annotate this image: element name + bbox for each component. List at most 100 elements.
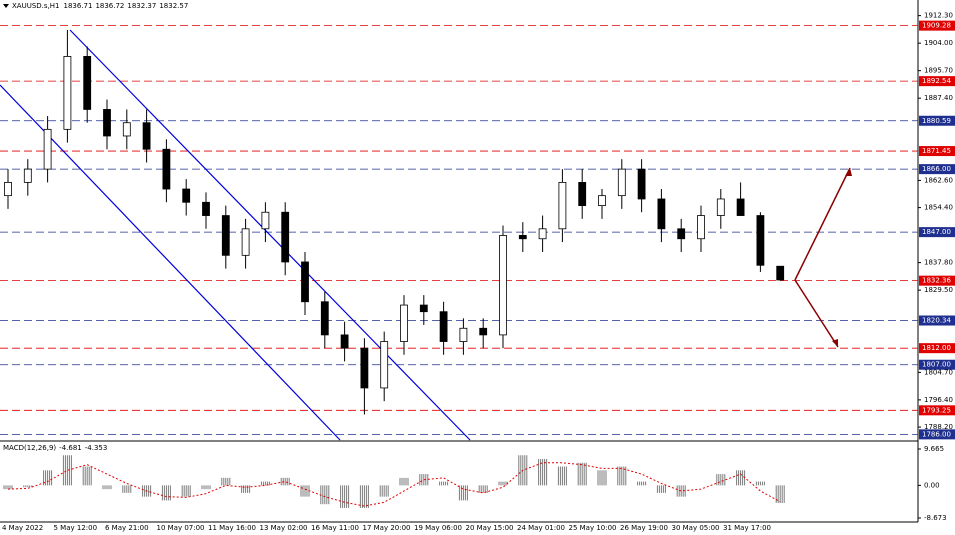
- close: 1832.57: [159, 2, 188, 10]
- signal-value: -4.353: [85, 444, 108, 452]
- candle-body: [657, 198, 666, 230]
- y-tick-label: 9.665: [924, 445, 944, 453]
- level-label: 1847.00: [922, 228, 951, 236]
- symbol: XAUUSD.s,H1: [12, 2, 59, 10]
- candle-body: [419, 304, 428, 313]
- level-label: 1832.36: [922, 277, 951, 285]
- candle-body: [697, 215, 705, 240]
- candle-body: [598, 195, 606, 206]
- level-label-box: [919, 429, 955, 440]
- level-label-box: [919, 343, 955, 354]
- y-tick-label: 1837.80: [924, 259, 953, 267]
- candle-body: [142, 122, 151, 150]
- candle-body: [221, 215, 230, 256]
- x-tick-label: 19 May 06:00: [414, 524, 462, 532]
- candle-body: [400, 304, 408, 342]
- candle-body: [538, 228, 547, 240]
- candle-body: [340, 334, 349, 349]
- menu-triangle[interactable]: [3, 4, 9, 8]
- y-tick-label: -8.673: [924, 514, 947, 522]
- candle-body: [499, 235, 507, 336]
- level-label: 1880.59: [922, 117, 951, 125]
- channel-upper: [69, 29, 471, 441]
- arrow-up: [794, 167, 851, 281]
- levels: 1909.28 1892.54 1880.59 1871.45 1866.00 1847.…: [0, 20, 955, 440]
- level-label: 1892.54: [922, 77, 951, 85]
- candle-body: [578, 181, 587, 206]
- candle-body: [83, 56, 92, 110]
- y-tick-label: 1796.40: [924, 396, 953, 404]
- candle-body: [301, 261, 309, 303]
- candle-body: [103, 109, 111, 137]
- x-tick-label: 6 May 21:00: [105, 524, 149, 532]
- level-label: 1820.34: [922, 317, 951, 325]
- candle-body: [518, 235, 527, 240]
- level-label-box: [919, 115, 955, 126]
- candle-body: [756, 215, 765, 266]
- candle-body: [241, 228, 250, 256]
- y-tick-label: 1788.20: [924, 423, 953, 431]
- level-label-box: [919, 405, 955, 416]
- macd-header: MACD(12,26,9) -4.681 -4.353: [3, 444, 107, 452]
- candle-body: [162, 148, 171, 190]
- level-label-box: [919, 20, 955, 31]
- candle-body: [281, 211, 290, 263]
- x-tick-label: 31 May 17:00: [723, 524, 771, 532]
- candle-body: [23, 168, 32, 183]
- y-tick-label: 1904.00: [924, 39, 953, 47]
- candle-body: [637, 168, 646, 200]
- level-label: 1866.00: [922, 165, 951, 173]
- level-label: 1812.00: [922, 344, 951, 352]
- x-tick-label: 25 May 10:00: [569, 524, 617, 532]
- x-tick-label: 5 May 12:00: [54, 524, 98, 532]
- x-tick-label: 11 May 16:00: [208, 524, 256, 532]
- candle-body: [558, 181, 567, 230]
- x-tick-label: 4 May 2022: [2, 524, 43, 532]
- x-tick-label: 17 May 20:00: [363, 524, 411, 532]
- candle-body: [43, 128, 52, 170]
- level-label: 1793.25: [922, 406, 951, 414]
- candles: [4, 29, 785, 415]
- arrow-head: [845, 168, 852, 176]
- level-label-box: [919, 146, 955, 157]
- x-tick-label: 20 May 15:00: [466, 524, 514, 532]
- level-label-box: [919, 315, 955, 326]
- open: 1836.71: [63, 2, 92, 10]
- candle-body: [4, 181, 12, 197]
- x-tick-label: 13 May 02:00: [260, 524, 308, 532]
- candle-body: [261, 211, 270, 230]
- candle-body: [360, 347, 369, 389]
- candle-body: [182, 188, 191, 203]
- level-label-box: [919, 164, 955, 175]
- level-label: 1871.45: [922, 147, 951, 155]
- level-label: 1909.28: [922, 22, 951, 30]
- candle-body: [617, 168, 626, 197]
- x-tick-label: 30 May 05:00: [672, 524, 720, 532]
- channel-lower: [0, 84, 341, 441]
- x-tick-label: 24 May 01:00: [517, 524, 565, 532]
- level-label-box: [919, 275, 955, 286]
- y-tick-label: 1804.70: [924, 368, 953, 376]
- candle-body: [439, 311, 448, 342]
- forecast-arrows: [794, 167, 852, 348]
- arrow-head: [832, 339, 838, 347]
- level-label: 1786.00: [922, 430, 951, 438]
- arrow-down: [794, 279, 839, 348]
- y-tick-label: 1912.30: [924, 12, 953, 20]
- candle-body: [122, 122, 131, 137]
- y-tick-label: 0.00: [924, 481, 940, 489]
- level-label-box: [919, 359, 955, 370]
- level-label: 1807.00: [922, 361, 951, 369]
- candle-body: [380, 341, 389, 389]
- level-label-box: [919, 76, 955, 87]
- y-tick-label: 1854.40: [924, 204, 953, 212]
- candle-body: [202, 201, 210, 216]
- high: 1836.72: [95, 2, 124, 10]
- candle-body: [677, 228, 686, 240]
- signal-line: [7, 462, 781, 507]
- macd-title: MACD(12,26,9): [3, 444, 56, 452]
- y-tick-label: 1829.50: [924, 286, 953, 294]
- x-tick-label: 26 May 19:00: [620, 524, 668, 532]
